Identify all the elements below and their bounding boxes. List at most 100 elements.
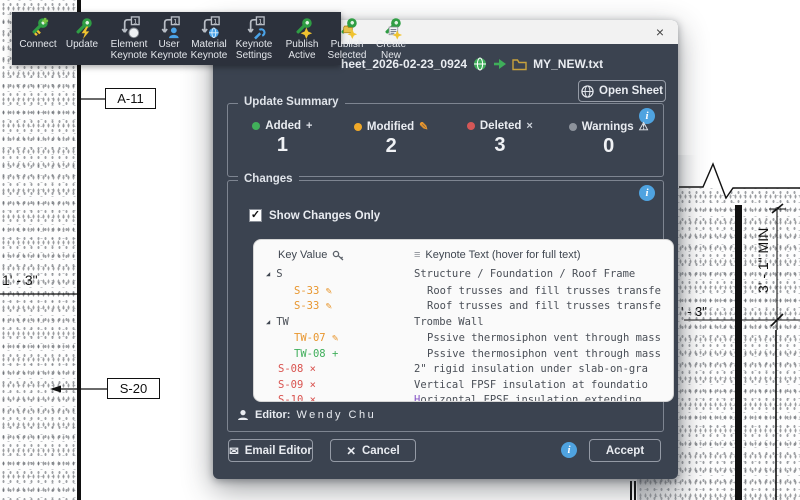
info-icon[interactable]: i (639, 185, 655, 201)
pencil-icon: ✎ (331, 332, 339, 344)
keynote-ribbon-toolbar: Connect Update 1 (12, 12, 406, 65)
x-icon: × (526, 120, 533, 132)
material-keynote-button[interactable]: 1 Material Keynote (187, 14, 231, 63)
keynote-update-dialog: × heet_2026-02-23_0924 MY_NEW.txt (213, 20, 678, 479)
material-keynote-label: Material Keynote (190, 39, 228, 61)
pencil-icon: ✎ (325, 284, 332, 297)
stat-modified: Modified ✎ 2 (337, 120, 446, 158)
svg-text:1: 1 (213, 19, 217, 26)
x-icon: × (309, 363, 316, 375)
target-file-name: MY_NEW.txt (533, 57, 604, 71)
table-row[interactable]: S-33 ✎ Roof trusses and fill trusses tra… (294, 300, 661, 312)
accept-label: Accept (605, 444, 645, 457)
svg-text:1: 1 (133, 19, 137, 26)
deleted-dot-icon (466, 122, 475, 130)
table-row[interactable]: TW-07 ✎ Pssive thermosiphon vent through… (294, 332, 661, 344)
connect-label: Connect (19, 39, 57, 50)
user-keynote-button[interactable]: 1 User Keynote (151, 14, 187, 63)
editor-row: Editor: Wendy Chu (237, 409, 376, 421)
publish-active-label: Publish Active (285, 39, 319, 61)
warnings-label: Warnings (581, 120, 634, 133)
warning-triangle-icon: ⚠ (638, 121, 649, 133)
publish-active-button[interactable]: Publish Active (281, 14, 323, 63)
keynote-tag-a11[interactable]: A-11 (105, 88, 156, 109)
key-icon (333, 250, 344, 261)
keynote-text-header: Keynote Text (hover for full text) (425, 249, 581, 261)
publish-active-icon (295, 18, 312, 40)
create-new-label: Create New (375, 39, 406, 61)
keynote-settings-button[interactable]: 1 Keynote Settings (231, 14, 277, 63)
table-row[interactable]: S-33 ✎ Roof trusses and fill trusses tra… (294, 284, 661, 297)
list-icon: ≡ (414, 249, 421, 261)
element-keynote-icon: 1 (121, 16, 140, 39)
accept-button[interactable]: Accept (589, 439, 661, 462)
warnings-dot-icon (568, 122, 577, 131)
info-icon[interactable]: i (639, 108, 655, 124)
dimension-right-vertical: 3' - 1" MIN (755, 227, 771, 293)
dimension-left: 1' - 3" (2, 272, 38, 288)
globe-icon (474, 57, 487, 71)
modified-dot-icon (353, 122, 362, 131)
show-changes-only-row: ✓ Show Changes Only (249, 209, 380, 222)
keynote-settings-icon: 1 (247, 16, 266, 40)
email-editor-label: Email Editor (244, 444, 312, 457)
publish-selected-button[interactable]: Publish Selected (323, 14, 371, 63)
toolbar-group-connect: Connect Update (15, 14, 103, 63)
dimension-right-horizontal: ' - 3" (681, 304, 707, 319)
svg-text:1: 1 (258, 19, 262, 26)
user-keynote-icon: 1 (161, 16, 180, 39)
modified-label: Modified (366, 120, 415, 133)
key-plus-icon (31, 17, 48, 36)
editor-name: Wendy Chu (296, 409, 377, 421)
table-row[interactable]: S-10 × Horizontal FPSF insulation extend… (254, 393, 673, 402)
create-new-icon (384, 18, 402, 40)
deleted-count: 3 (494, 134, 506, 156)
keynote-tag-s20[interactable]: S-20 (107, 378, 160, 399)
close-icon[interactable]: × (655, 24, 664, 40)
editor-label: Editor: (255, 409, 291, 421)
expand-icon[interactable]: ◢ (266, 270, 271, 278)
table-row[interactable]: TW-08 + Pssive thermosiphon vent through… (294, 347, 661, 360)
element-keynote-button[interactable]: 1 Element Keynote (107, 14, 151, 63)
sheet-header: heet_2026-02-23_0924 MY_NEW.txt (341, 57, 603, 71)
svg-text:1: 1 (173, 19, 177, 26)
expand-icon[interactable]: ◢ (266, 317, 271, 326)
pencil-icon: ✎ (419, 121, 429, 133)
pencil-icon: ✎ (325, 300, 332, 312)
publish-selected-label: Publish Selected (327, 39, 367, 61)
table-header: Key Value ≡ Keynote Text (hover for full… (254, 249, 673, 267)
added-dot-icon (252, 122, 261, 130)
toolbar-group-keynotes: 1 Element Keynote 1 User Keynote (107, 14, 277, 63)
x-icon: ✕ (346, 445, 356, 458)
folder-icon (512, 58, 527, 70)
stat-deleted: Deleted × 3 (446, 120, 555, 158)
envelope-icon: ✉ (229, 445, 239, 458)
email-editor-button[interactable]: ✉ Email Editor (228, 439, 313, 462)
table-row[interactable]: S-08 × 2" rigid insulation under slab-on… (278, 363, 648, 375)
cancel-button[interactable]: ✕ Cancel (330, 439, 416, 462)
key-value-header: Key Value (278, 249, 328, 261)
publish-selected-icon (340, 18, 357, 40)
plus-icon: + (306, 120, 313, 132)
info-icon[interactable]: i (561, 442, 577, 458)
x-icon: × (309, 394, 316, 402)
changes-group: Changes i ✓ Show Changes Only Key Value (227, 173, 674, 432)
create-new-button[interactable]: Create New (371, 14, 411, 63)
update-summary-title: Update Summary (238, 96, 345, 108)
connect-button[interactable]: Connect (15, 14, 61, 63)
deleted-label: Deleted (479, 120, 522, 132)
update-button[interactable]: Update (61, 14, 103, 63)
stat-warnings: Warnings ⚠ 0 (554, 120, 663, 158)
table-row[interactable]: ◢ TW Trombe Wall (266, 315, 484, 328)
sheet-name-text: heet_2026-02-23_0924 (341, 57, 468, 71)
open-sheet-label: Open Sheet (599, 85, 663, 97)
concrete-hatch-left (0, 0, 78, 500)
table-row[interactable]: ◢ S Structure / Foundation / Roof Frame (266, 268, 636, 280)
update-label: Update (65, 39, 99, 50)
element-keynote-label: Element Keynote (110, 39, 148, 61)
keynote-changes-table[interactable]: Key Value ≡ Keynote Text (hover for full… (253, 239, 674, 402)
stat-added: Added + 1 (228, 120, 337, 158)
show-changes-checkbox[interactable]: ✓ (249, 209, 262, 222)
table-row[interactable]: S-09 × Vertical FPSF insulation at found… (278, 378, 648, 391)
open-sheet-button[interactable]: Open Sheet (578, 80, 666, 102)
